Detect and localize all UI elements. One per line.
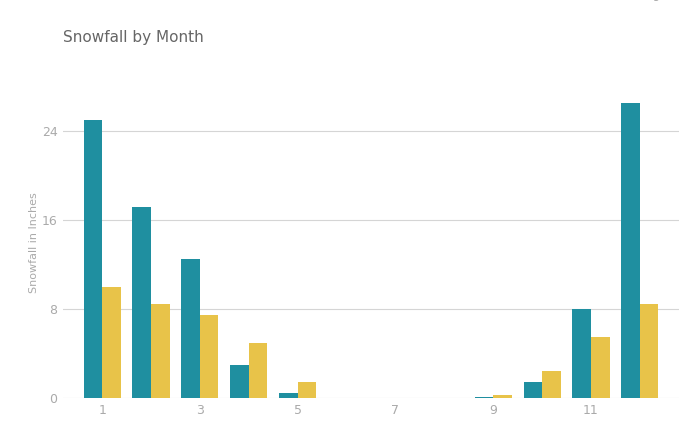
- Bar: [230, 365, 248, 398]
- Bar: [494, 395, 512, 398]
- Bar: [200, 315, 218, 398]
- Bar: [573, 309, 591, 398]
- Text: Snowfall by Month: Snowfall by Month: [63, 30, 204, 45]
- Bar: [181, 259, 200, 398]
- Bar: [132, 207, 151, 398]
- Legend: Buffalo, Average: Buffalo, Average: [510, 0, 673, 6]
- Bar: [83, 120, 102, 398]
- Bar: [102, 287, 120, 398]
- Bar: [524, 381, 542, 398]
- Bar: [248, 343, 267, 398]
- Bar: [475, 397, 493, 398]
- Bar: [542, 371, 561, 398]
- Bar: [298, 381, 316, 398]
- Bar: [622, 103, 640, 398]
- Bar: [151, 304, 169, 398]
- Y-axis label: Snowfall in Inches: Snowfall in Inches: [29, 192, 39, 293]
- Bar: [279, 393, 298, 398]
- Bar: [591, 337, 610, 398]
- Bar: [640, 304, 659, 398]
